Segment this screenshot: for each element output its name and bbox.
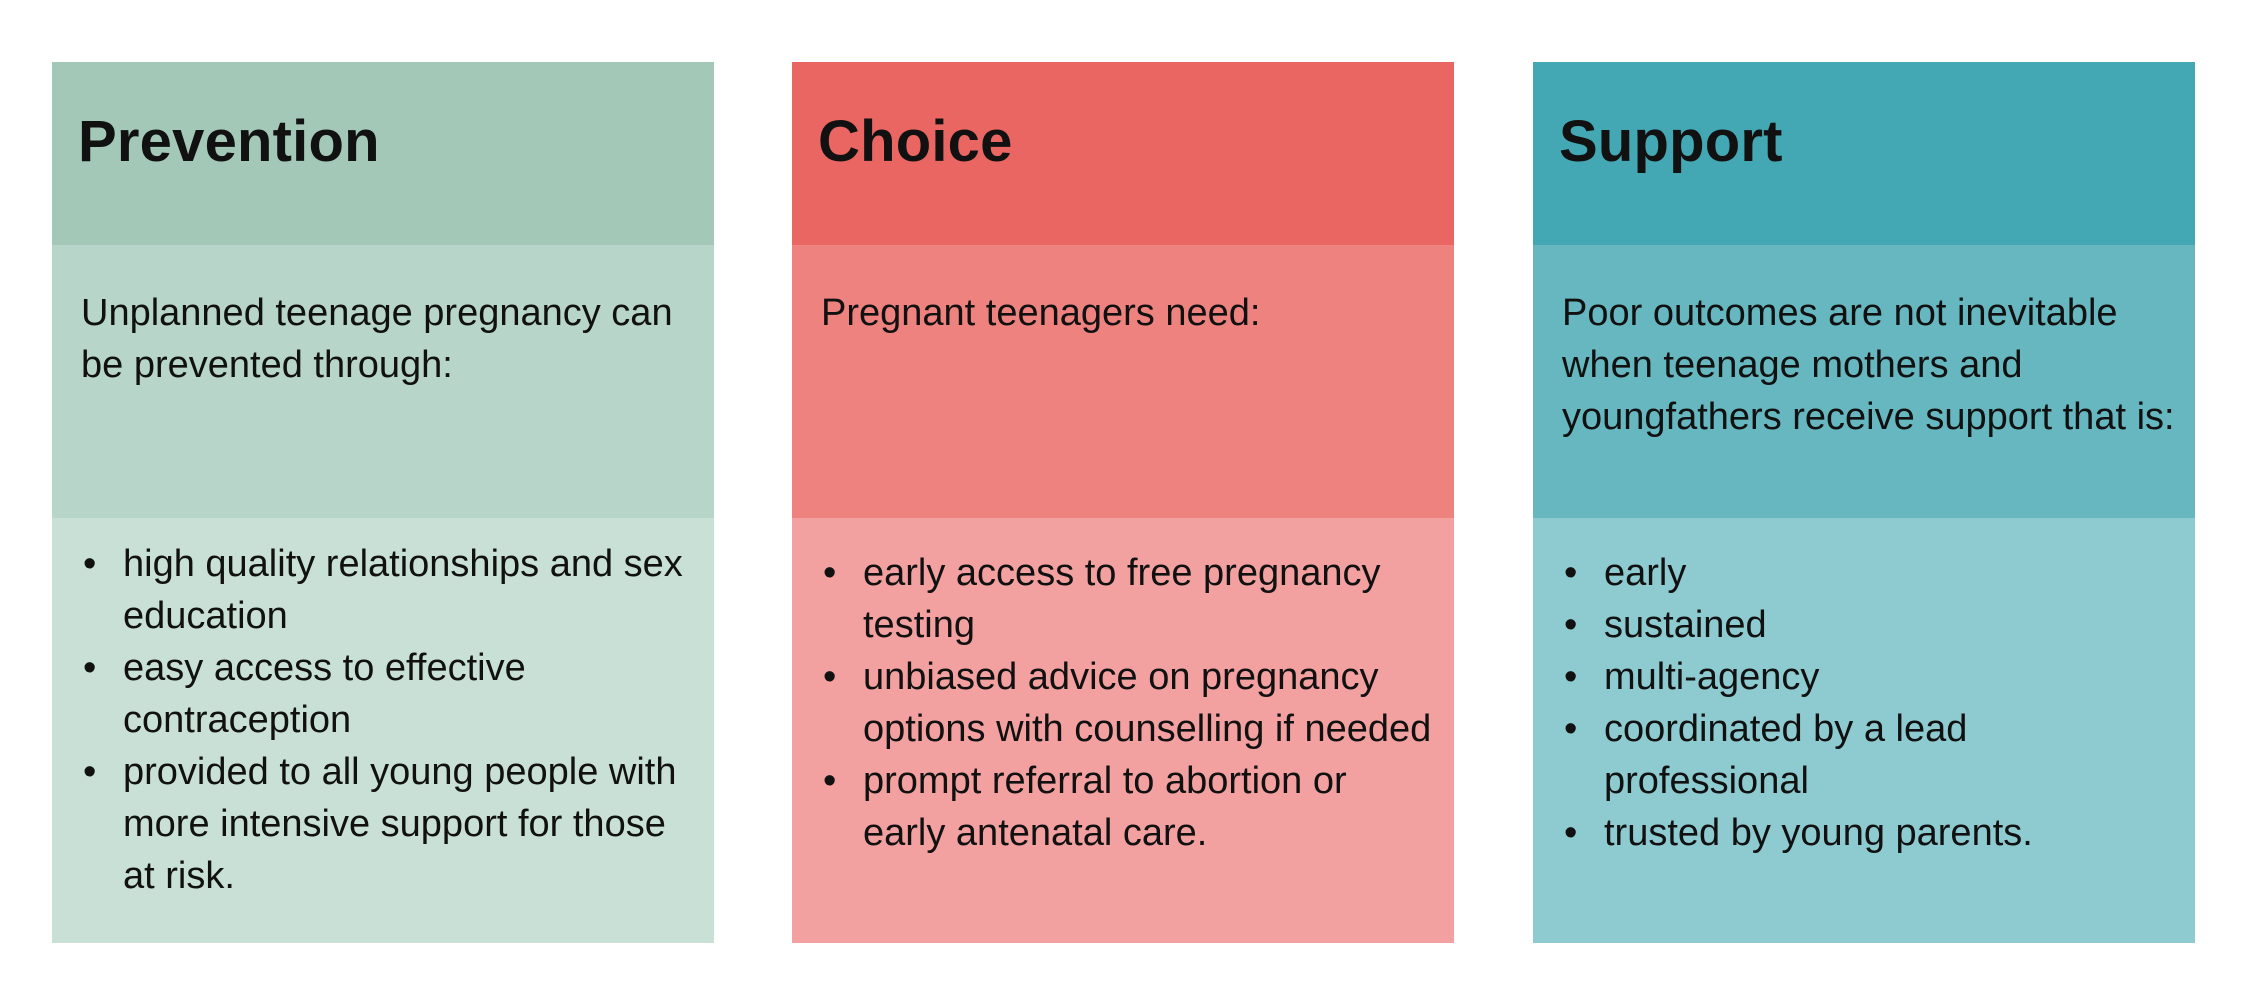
- bullet-item: coordinated by a lead professional: [1564, 703, 2179, 807]
- support-bullet-list: early sustained multi-agency coordinated…: [1564, 547, 2179, 859]
- choice-title: Choice: [818, 109, 1013, 174]
- support-bullets-box: early sustained multi-agency coordinated…: [1533, 518, 2195, 943]
- bullet-item: easy access to effective contraception: [83, 642, 698, 746]
- prevention-header: Prevention: [52, 62, 714, 245]
- support-intro: Poor outcomes are not inevitable when te…: [1533, 245, 2195, 518]
- bullet-item: unbiased advice on pregnancy options wit…: [823, 651, 1438, 755]
- prevention-column: Prevention Unplanned teenage pregnancy c…: [52, 62, 714, 943]
- support-title: Support: [1559, 109, 1783, 174]
- bullet-item: high quality relationships and sex educa…: [83, 538, 698, 642]
- bullet-item: provided to all young people with more i…: [83, 746, 698, 902]
- bullet-item: early: [1564, 547, 2179, 599]
- bullet-item: trusted by young parents.: [1564, 807, 2179, 859]
- bullet-item: prompt referral to abortion or early ant…: [823, 755, 1438, 859]
- support-column: Support Poor outcomes are not inevitable…: [1533, 62, 2195, 943]
- support-header: Support: [1533, 62, 2195, 245]
- prevention-title: Prevention: [78, 109, 380, 174]
- choice-column: Choice Pregnant teenagers need: early ac…: [792, 62, 1454, 943]
- bullet-item: multi-agency: [1564, 651, 2179, 703]
- choice-bullets-box: early access to free pregnancy testing u…: [792, 518, 1454, 943]
- prevention-bullets-box: high quality relationships and sex educa…: [52, 518, 714, 943]
- prevention-intro: Unplanned teenage pregnancy can be preve…: [52, 245, 714, 518]
- prevention-bullet-list: high quality relationships and sex educa…: [83, 538, 698, 902]
- choice-intro: Pregnant teenagers need:: [792, 245, 1454, 518]
- choice-header: Choice: [792, 62, 1454, 245]
- bullet-item: early access to free pregnancy testing: [823, 547, 1438, 651]
- bullet-item: sustained: [1564, 599, 2179, 651]
- choice-bullet-list: early access to free pregnancy testing u…: [823, 547, 1438, 859]
